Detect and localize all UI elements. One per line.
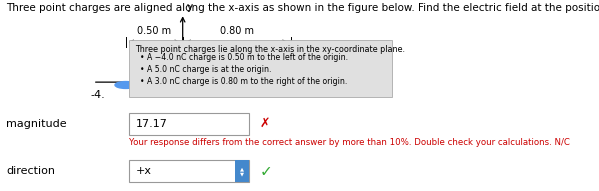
Text: +x: +x <box>136 166 152 176</box>
Text: • A −4.0 nC charge is 0.50 m to the left of the origin.: • A −4.0 nC charge is 0.50 m to the left… <box>140 53 347 62</box>
Circle shape <box>115 82 137 88</box>
Text: Your response differs from the correct answer by more than 10%. Double check you: Your response differs from the correct a… <box>129 138 570 146</box>
Text: • A 3.0 nC charge is 0.80 m to the right of the origin.: • A 3.0 nC charge is 0.80 m to the right… <box>140 77 347 86</box>
Text: ✓: ✓ <box>259 164 272 179</box>
Text: ▲
▼: ▲ ▼ <box>240 166 244 177</box>
FancyBboxPatch shape <box>129 40 392 97</box>
Circle shape <box>172 82 193 88</box>
Text: magnitude: magnitude <box>6 119 66 129</box>
FancyBboxPatch shape <box>129 113 249 135</box>
Text: ✗: ✗ <box>259 117 270 130</box>
Text: y: y <box>187 2 193 12</box>
Text: • A 5.0 nC charge is at the origin.: • A 5.0 nC charge is at the origin. <box>140 65 271 74</box>
Text: 17.17: 17.17 <box>136 119 168 129</box>
FancyBboxPatch shape <box>129 160 249 182</box>
Text: 0.80 m: 0.80 m <box>220 26 253 36</box>
Text: direction: direction <box>6 166 55 176</box>
Text: 0.50 m: 0.50 m <box>137 26 171 36</box>
FancyBboxPatch shape <box>235 160 249 182</box>
Text: Three point charges lie along the x-axis in the xy-coordinate plane.: Three point charges lie along the x-axis… <box>135 45 405 54</box>
Text: Three point charges are aligned along the x-axis as shown in the figure below. F: Three point charges are aligned along th… <box>6 3 599 13</box>
Text: -4.: -4. <box>90 90 105 100</box>
Circle shape <box>280 82 301 88</box>
